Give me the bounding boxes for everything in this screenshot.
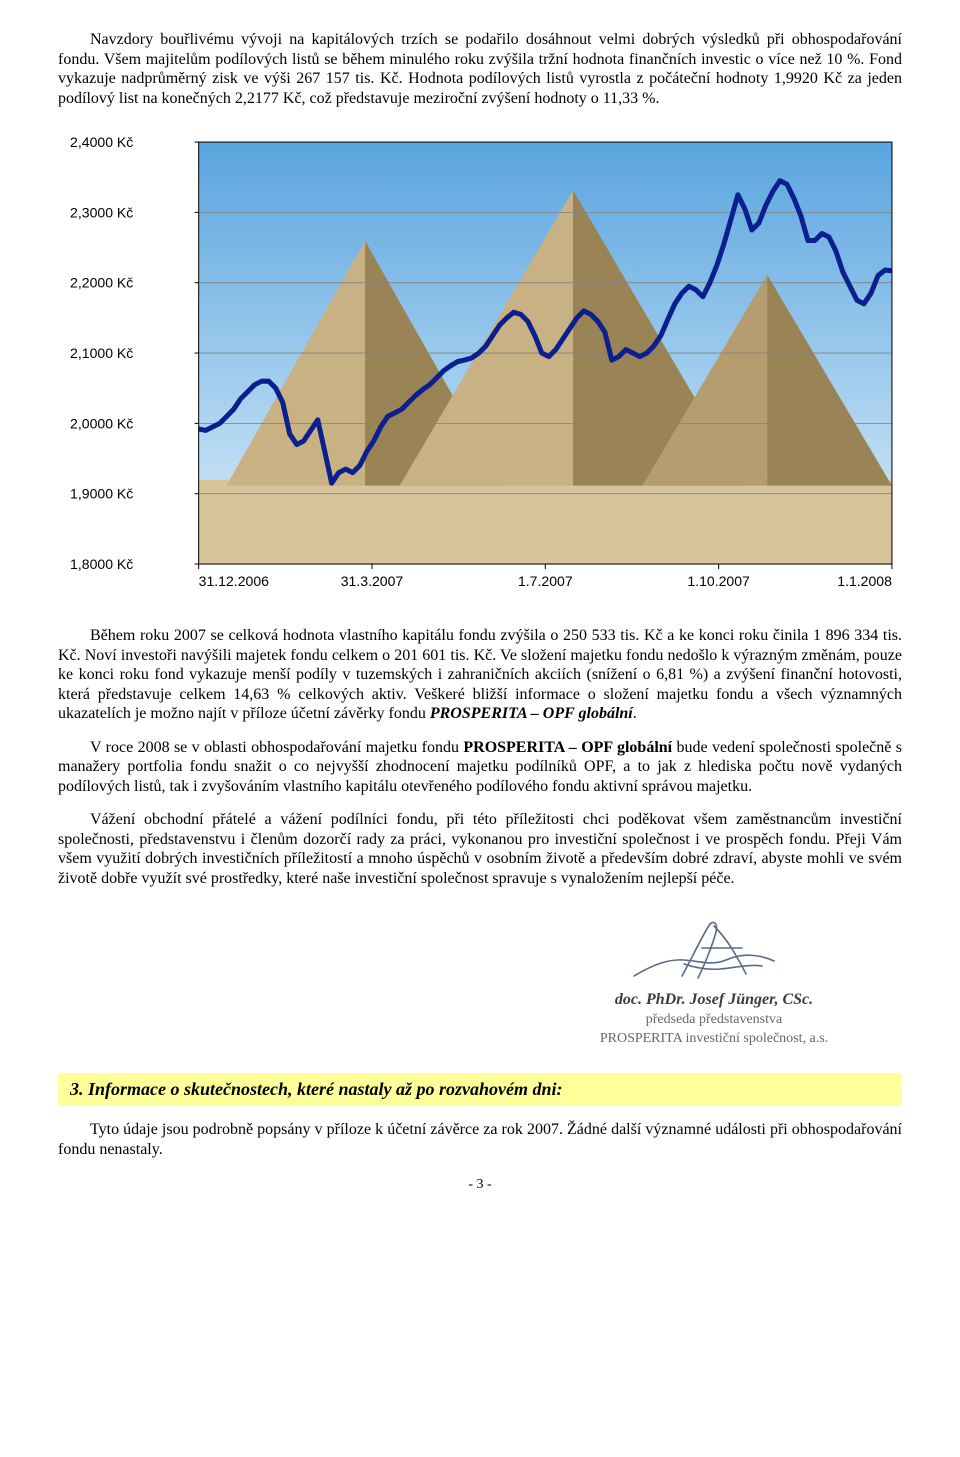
- signature-icon: [624, 914, 804, 984]
- paragraph-4: Vážení obchodní přátelé a vážení podílní…: [58, 810, 902, 888]
- para-2c: .: [633, 705, 637, 722]
- x-axis-label: 31.12.2006: [199, 573, 269, 589]
- paragraph-3: V roce 2008 se v oblasti obhospodařování…: [58, 738, 902, 797]
- x-axis-label: 1.10.2007: [687, 573, 750, 589]
- x-axis-label: 1.1.2008: [837, 573, 892, 589]
- x-axis-label: 31.3.2007: [341, 573, 404, 589]
- para-3b-fundname: PROSPERITA – OPF globální: [463, 739, 672, 756]
- y-axis-label: 2,3000 Kč: [70, 204, 133, 220]
- y-axis-label: 2,1000 Kč: [70, 345, 133, 361]
- paragraph-2: Během roku 2007 se celková hodnota vlast…: [58, 626, 902, 724]
- signature-name: doc. PhDr. Josef Jünger, CSc.: [544, 991, 884, 1009]
- section-3-heading-wrap: 3. Informace o skutečnostech, které nast…: [58, 1073, 902, 1106]
- para-2b-fundname: PROSPERITA – OPF globální: [430, 705, 633, 722]
- y-axis-label: 1,9000 Kč: [70, 486, 133, 502]
- section-3-heading: 3. Informace o skutečnostech, které nast…: [70, 1079, 890, 1100]
- y-axis-label: 2,0000 Kč: [70, 415, 133, 431]
- page-number: - 3 -: [58, 1177, 902, 1193]
- paragraph-5: Tyto údaje jsou podrobně popsány v přílo…: [58, 1120, 902, 1159]
- signature-block: doc. PhDr. Josef Jünger, CSc. předseda p…: [544, 914, 884, 1049]
- y-axis-label: 1,8000 Kč: [70, 556, 133, 572]
- nav-chart: 2,4000 Kč 2,3000 Kč 2,2000 Kč 2,1000 Kč 2,00…: [58, 132, 902, 604]
- paragraph-1: Navzdory bouřlivému vývoji na kapitálový…: [58, 30, 902, 108]
- signature-role: předseda představenstva: [544, 1011, 884, 1030]
- y-axis-label: 2,4000 Kč: [70, 134, 133, 150]
- para-3a: V roce 2008 se v oblasti obhospodařování…: [90, 739, 463, 756]
- signature-company: PROSPERITA investiční společnost, a.s.: [544, 1030, 884, 1049]
- y-axis-label: 2,2000 Kč: [70, 275, 133, 291]
- x-axis-label: 1.7.2007: [518, 573, 573, 589]
